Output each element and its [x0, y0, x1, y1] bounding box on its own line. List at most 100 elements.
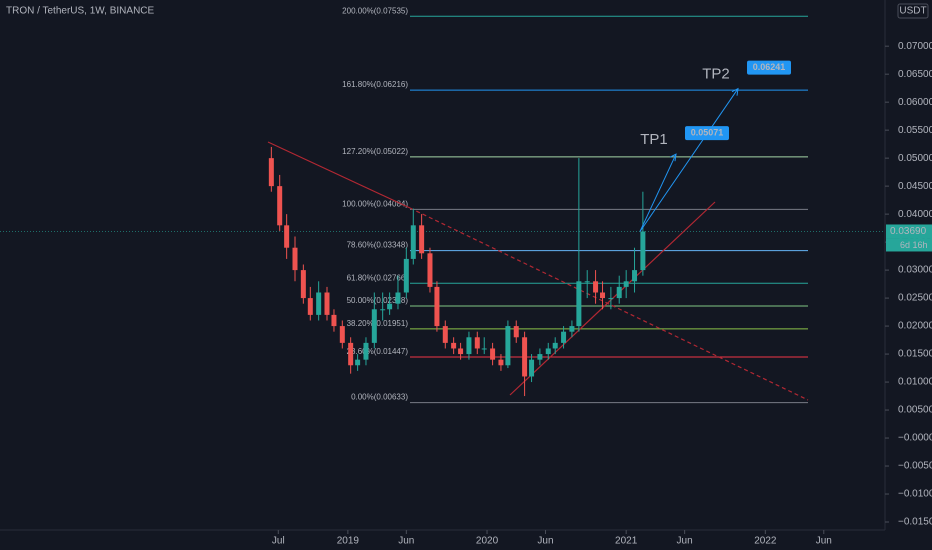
y-tick-label: 0.05500: [898, 125, 932, 136]
x-tick-label: Jun: [677, 536, 693, 547]
unit-label: USDT: [899, 6, 926, 17]
candle-body: [451, 342, 457, 349]
y-tick-label: 0.05000: [898, 153, 932, 164]
candle-body: [458, 348, 464, 355]
y-tick-label: 0.07000: [898, 41, 932, 52]
candle-body: [410, 225, 416, 259]
arrow-head: [669, 153, 677, 162]
x-tick-label: Jun: [537, 536, 553, 547]
candle-body: [363, 342, 369, 360]
y-tick-label: −0.01500: [898, 517, 932, 528]
candle-body: [427, 253, 433, 287]
candle-body: [498, 359, 504, 366]
y-tick-label: −0.01000: [898, 489, 932, 500]
y-tick-label: 0.06000: [898, 97, 932, 108]
last-price-label: 0.03690: [890, 226, 927, 237]
countdown-tag: [886, 238, 932, 252]
fib-label: 50.00%(0.02358): [347, 296, 409, 305]
candle-body: [616, 286, 622, 299]
fib-label: 61.80%(0.02766): [347, 273, 409, 282]
candle-body: [640, 231, 646, 271]
target-arrow: [639, 153, 677, 232]
candle-body: [608, 298, 614, 300]
candle-body: [593, 281, 599, 293]
candle-body: [442, 326, 448, 343]
target-callout: [685, 126, 729, 141]
y-tick-label: −0.0000: [898, 433, 932, 444]
candle-body: [403, 258, 409, 293]
fib-label: 38.20%(0.01951): [347, 319, 409, 328]
x-tick-label: 2019: [337, 536, 360, 547]
countdown-label: 6d 16h: [900, 240, 928, 250]
candle-body: [552, 342, 558, 349]
fib-label: 127.20%(0.05022): [342, 147, 408, 156]
candle-body: [632, 270, 638, 282]
target-arrow: [639, 88, 739, 232]
candle-body: [324, 292, 330, 315]
candle-body: [561, 331, 567, 343]
y-tick-label: 0.04500: [898, 181, 932, 192]
candle-body: [348, 342, 354, 366]
candle-body: [505, 326, 511, 366]
x-tick-label: 2022: [754, 536, 777, 547]
y-tick-label: −0.00500: [898, 461, 932, 472]
y-tick-label: 0.03000: [898, 265, 932, 276]
candle-body: [355, 359, 361, 366]
fib-label: 0.00%(0.00633): [351, 393, 408, 402]
x-tick-label: Jul: [272, 536, 285, 547]
target-name: TP1: [640, 131, 668, 148]
x-tick-label: 2020: [476, 536, 499, 547]
candle-body: [600, 292, 606, 299]
candle-body: [284, 225, 290, 248]
candle-body: [331, 314, 337, 327]
candle-body: [490, 348, 496, 360]
candle-body: [395, 292, 401, 304]
candle-body: [307, 298, 313, 315]
candle-body: [466, 337, 472, 355]
y-tick-label: 0.06500: [898, 69, 932, 80]
candle-body: [545, 348, 551, 355]
y-tick-label: 0.00500: [898, 405, 932, 416]
candle-body: [339, 326, 345, 343]
x-tick-label: Jun: [816, 536, 832, 547]
y-tick-label: 0.02000: [898, 321, 932, 332]
candle-body: [623, 281, 629, 287]
candle-body: [481, 348, 487, 350]
target-callout-label: 0.05071: [691, 128, 724, 138]
trendline-dashed: [409, 207, 809, 401]
candle-body: [316, 292, 322, 315]
candle-body: [292, 247, 298, 271]
fib-label: 161.80%(0.06216): [342, 80, 408, 89]
chart-title: TRON / TetherUS, 1W, BINANCE: [6, 6, 155, 17]
candle-body: [569, 326, 575, 332]
arrow-head: [731, 87, 739, 96]
candle-body: [513, 326, 519, 338]
target-callout-label: 0.06241: [753, 62, 786, 72]
candle-body: [529, 359, 535, 377]
fib-label: 200.00%(0.07535): [342, 6, 408, 15]
y-tick-label: 0.01000: [898, 377, 932, 388]
candle-body: [434, 286, 440, 327]
candle-body: [371, 309, 377, 343]
y-tick-label: 0.01500: [898, 349, 932, 360]
fib-label: 78.60%(0.03348): [347, 241, 409, 250]
target-callout: [747, 60, 791, 75]
x-tick-label: Jun: [398, 536, 414, 547]
candle-body: [277, 186, 283, 226]
candle-body: [387, 303, 393, 310]
candle-body: [380, 309, 386, 311]
candle-body: [537, 354, 543, 360]
candle-body: [300, 270, 306, 299]
candle-body: [474, 337, 480, 349]
candle-body: [576, 281, 582, 327]
candle-body: [419, 225, 425, 254]
y-tick-label: 0.04000: [898, 209, 932, 220]
last-price-tag: [886, 224, 932, 239]
fib-label: 100.00%(0.04084): [342, 200, 408, 209]
x-tick-label: 2021: [615, 536, 638, 547]
candle-body: [268, 158, 274, 187]
fib-label: 23.60%(0.01447): [347, 347, 409, 356]
candle-body: [522, 337, 528, 377]
